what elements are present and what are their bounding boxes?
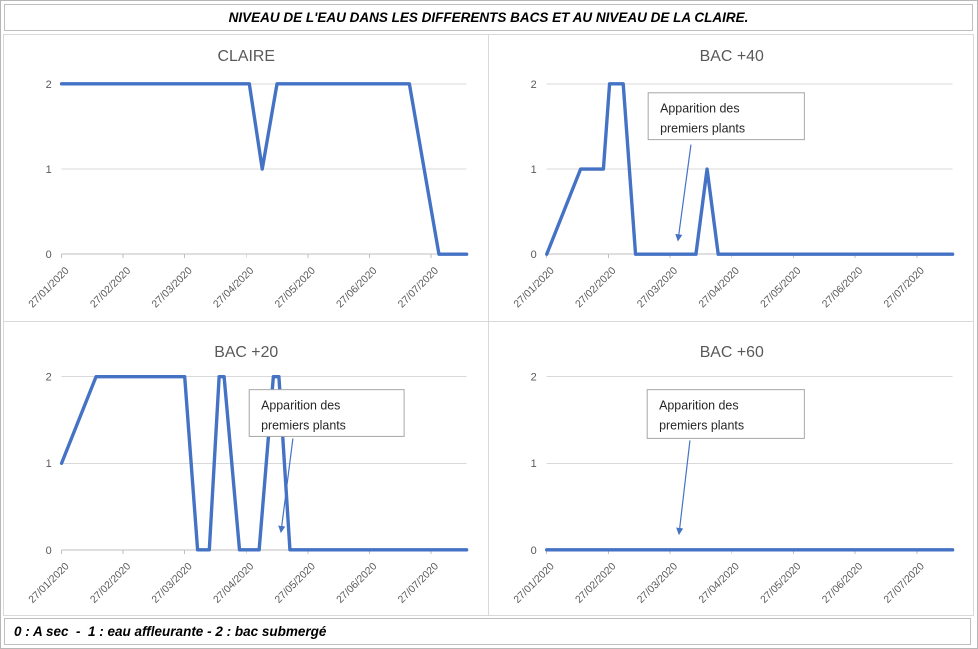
chart-panel-bac40: BAC +40 27/01/2020 27/02/2020 27/03/2020 27/… <box>488 35 973 322</box>
x-tick-label: 27/04/2020 <box>697 561 742 606</box>
annotation-arrow <box>675 440 691 536</box>
x-tick-label: 27/03/2020 <box>150 265 195 310</box>
chart-svg: BAC +20 27/01/2020 27/02/2020 27/03/2020 27/… <box>27 344 469 606</box>
y-tick-label: 1 <box>530 164 536 176</box>
x-tick-label: 27/01/2020 <box>27 561 72 606</box>
y-tick-label: 1 <box>46 458 52 470</box>
x-tick-label: 27/07/2020 <box>882 265 927 310</box>
x-tick-label: 27/02/2020 <box>573 561 618 606</box>
y-tick-label: 1 <box>530 458 536 470</box>
x-tick-label: 27/03/2020 <box>635 265 680 310</box>
annotation-text: Apparition des <box>660 102 739 116</box>
x-tick-label: 27/04/2020 <box>212 265 257 310</box>
x-tick-label: 27/01/2020 <box>27 265 72 310</box>
chart-title: BAC +60 <box>699 344 763 361</box>
annotation-text: premiers plants <box>660 122 745 136</box>
x-tick-label: 27/04/2020 <box>697 265 742 310</box>
chart-title: BAC +40 <box>699 48 763 65</box>
annotation-arrow <box>278 438 294 534</box>
x-tick-label: 27/06/2020 <box>335 561 380 606</box>
y-tick-label: 2 <box>530 79 536 91</box>
y-tick-label: 2 <box>46 79 52 91</box>
y-tick-label: 1 <box>46 164 52 176</box>
x-tick-label: 27/03/2020 <box>150 561 195 606</box>
charts-grid: CLAIRE 27/01/2020 27/02/2020 27/03/2020 27/0… <box>3 34 974 616</box>
chart-title: CLAIRE <box>218 48 275 65</box>
chart-svg: CLAIRE 27/01/2020 27/02/2020 27/03/2020 27/0… <box>27 48 469 310</box>
y-tick-label: 0 <box>46 249 52 261</box>
chart-svg: BAC +40 27/01/2020 27/02/2020 27/03/2020 27/… <box>512 48 954 310</box>
y-tick-label: 2 <box>46 372 52 384</box>
annotation-arrow <box>674 144 692 242</box>
water-level-line <box>544 82 954 256</box>
chart-svg: BAC +60 27/01/2020 27/02/2020 27/03/2020 27/… <box>512 344 954 606</box>
x-tick-label: 27/05/2020 <box>273 561 318 606</box>
x-tick-label: 27/05/2020 <box>758 561 803 606</box>
x-tick-label: 27/07/2020 <box>396 265 441 310</box>
chart-panel-bac20: BAC +20 27/01/2020 27/02/2020 27/03/2020 27/… <box>4 322 489 616</box>
y-tick-label: 0 <box>530 249 536 261</box>
x-tick-label: 27/03/2020 <box>635 561 680 606</box>
y-tick-label: 0 <box>46 545 52 557</box>
y-tick-label: 0 <box>530 545 536 557</box>
y-tick-label: 2 <box>530 372 536 384</box>
x-tick-label: 27/04/2020 <box>212 561 257 606</box>
annotation-text: premiers plants <box>659 418 744 432</box>
water-level-line <box>59 82 469 256</box>
chart-panel-bac60: BAC +60 27/01/2020 27/02/2020 27/03/2020 27/… <box>488 322 973 616</box>
x-tick-label: 27/02/2020 <box>89 561 134 606</box>
x-tick-label: 27/06/2020 <box>820 561 865 606</box>
x-tick-label: 27/02/2020 <box>573 265 618 310</box>
x-tick-label: 27/06/2020 <box>335 265 380 310</box>
annotation-box <box>647 92 805 141</box>
annotation-text: premiers plants <box>261 418 346 432</box>
chart-panel-claire: CLAIRE 27/01/2020 27/02/2020 27/03/2020 27/0… <box>4 35 489 322</box>
chart-title: BAC +20 <box>214 344 278 361</box>
x-tick-label: 27/01/2020 <box>512 561 557 606</box>
water-level-line <box>59 375 469 552</box>
x-tick-label: 27/02/2020 <box>89 265 134 310</box>
annotation-text: Apparition des <box>659 399 738 413</box>
main-title: NIVEAU DE L'EAU DANS LES DIFFERENTS BACS… <box>4 4 973 31</box>
x-tick-label: 27/07/2020 <box>882 561 927 606</box>
x-tick-label: 27/05/2020 <box>273 265 318 310</box>
x-tick-label: 27/01/2020 <box>512 265 557 310</box>
x-tick-label: 27/05/2020 <box>758 265 803 310</box>
x-tick-label: 27/06/2020 <box>820 265 865 310</box>
legend-caption: 0 : A sec - 1 : eau affleurante - 2 : ba… <box>4 618 971 645</box>
annotation-text: Apparition des <box>261 399 340 413</box>
annotation-box <box>248 389 405 437</box>
annotation-box <box>646 389 805 439</box>
x-tick-label: 27/07/2020 <box>396 561 441 606</box>
